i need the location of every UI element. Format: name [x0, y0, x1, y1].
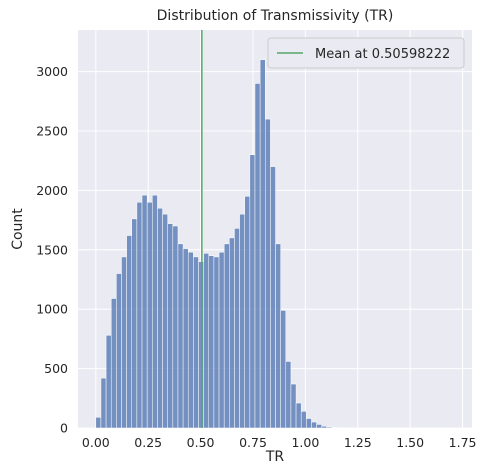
histogram-bar — [193, 256, 199, 429]
histogram-bar — [311, 421, 317, 429]
y-axis-ticks: 0 500 1000 1500 2000 2500 3000 — [36, 64, 68, 435]
histogram-bar — [285, 361, 292, 429]
histogram-bar — [167, 223, 174, 429]
histogram-bar — [326, 426, 333, 429]
legend-label: Mean at 0.50598222 — [315, 47, 450, 62]
histogram-bar — [300, 411, 307, 429]
histogram-bar — [306, 418, 312, 429]
x-tick-label: 0.50 — [187, 435, 215, 450]
histogram-bars — [95, 59, 343, 429]
chart-title: Distribution of Transmissivity (TR) — [157, 8, 394, 24]
histogram-bar — [172, 225, 179, 429]
histogram-bar — [223, 243, 230, 429]
histogram-bar — [295, 402, 302, 429]
x-tick-label: 1.25 — [344, 435, 372, 450]
histogram-bar — [182, 248, 189, 429]
x-axis-ticks: 0.00 0.25 0.50 0.75 1.00 1.25 1.50 1.75 — [82, 435, 477, 450]
histogram-bar — [126, 235, 133, 429]
histogram-bar — [95, 417, 102, 429]
y-tick-label: 3000 — [36, 64, 68, 79]
histogram-bar — [239, 213, 245, 429]
histogram-bar — [249, 154, 256, 429]
histogram-bar — [229, 237, 235, 429]
histogram-bar — [265, 118, 271, 429]
y-tick-label: 0 — [60, 421, 68, 436]
x-tick-label: 0.25 — [134, 435, 162, 450]
histogram-bar — [162, 213, 168, 429]
histogram-bar — [280, 310, 287, 429]
histogram-bar — [270, 166, 276, 429]
histogram-bar — [259, 59, 266, 429]
legend-box — [267, 37, 465, 69]
y-tick-label: 500 — [44, 361, 68, 376]
histogram-bar — [116, 273, 122, 429]
histogram-bar — [321, 425, 328, 429]
y-tick-label: 2000 — [36, 183, 68, 198]
x-tick-label: 0.00 — [82, 435, 110, 450]
histogram-bar — [141, 194, 148, 429]
histogram-bar — [218, 251, 225, 429]
x-tick-label: 1.00 — [291, 435, 319, 450]
y-tick-label: 1000 — [36, 302, 68, 317]
histogram-bar — [275, 243, 281, 429]
y-axis-title: Count — [10, 208, 26, 250]
x-tick-label: 1.75 — [449, 435, 477, 450]
x-axis-title: TR — [265, 449, 285, 465]
histogram-bar — [244, 196, 251, 429]
x-tick-label: 0.75 — [239, 435, 267, 450]
histogram-bar — [131, 218, 138, 429]
histogram-bar — [157, 207, 163, 429]
histogram-bar — [187, 251, 194, 429]
histogram-bar — [208, 255, 215, 429]
histogram-bar — [234, 228, 240, 429]
histogram-bar — [105, 335, 112, 429]
histogram-bar — [198, 261, 204, 429]
histogram-bar — [203, 253, 210, 429]
histogram-bar — [290, 383, 297, 429]
histogram-bar — [100, 377, 107, 429]
histogram-bar — [152, 194, 158, 429]
legend: Mean at 0.50598222 — [267, 37, 465, 69]
y-tick-label: 2500 — [36, 123, 68, 138]
histogram-bar — [254, 83, 261, 429]
histogram-bar — [110, 298, 117, 429]
histogram-bar — [136, 202, 143, 429]
histogram-bar — [146, 202, 153, 429]
y-tick-label: 1500 — [36, 242, 68, 257]
histogram-bar — [121, 256, 127, 429]
histogram-bar — [177, 243, 184, 429]
x-tick-label: 1.50 — [396, 435, 424, 450]
histogram-bar — [316, 424, 322, 429]
histogram-bar — [213, 256, 220, 429]
